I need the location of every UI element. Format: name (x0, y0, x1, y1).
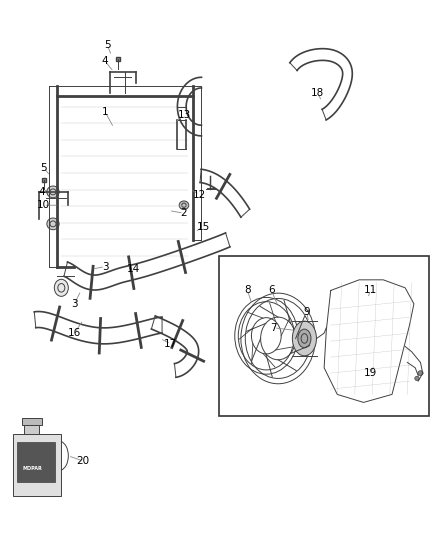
Text: 3: 3 (102, 262, 109, 271)
Text: 1: 1 (102, 107, 109, 117)
Ellipse shape (54, 279, 68, 296)
Text: 5: 5 (104, 41, 111, 50)
Text: 18: 18 (311, 88, 324, 98)
Bar (13, 434, 61, 496)
Text: 5: 5 (40, 163, 47, 173)
Text: MOPAR: MOPAR (23, 466, 43, 471)
Text: 13: 13 (177, 110, 191, 119)
Text: 12: 12 (193, 190, 206, 199)
Text: 19: 19 (364, 368, 377, 378)
Bar (24, 425, 39, 434)
Text: 6: 6 (268, 286, 275, 295)
Text: 3: 3 (71, 299, 78, 309)
Text: 8: 8 (244, 286, 251, 295)
Ellipse shape (298, 329, 311, 348)
Text: 14: 14 (127, 264, 140, 274)
Ellipse shape (415, 376, 419, 381)
Text: 17: 17 (164, 339, 177, 349)
Text: 20: 20 (77, 456, 90, 466)
Ellipse shape (292, 321, 316, 356)
Text: 15: 15 (197, 222, 210, 231)
Text: 11: 11 (364, 286, 377, 295)
Text: 10: 10 (37, 200, 50, 210)
Text: 7: 7 (270, 323, 277, 333)
Ellipse shape (179, 201, 189, 209)
Ellipse shape (47, 218, 59, 230)
Ellipse shape (47, 186, 59, 198)
Text: 9: 9 (303, 307, 310, 317)
Text: 16: 16 (68, 328, 81, 338)
Bar (17, 442, 55, 482)
Text: 4: 4 (38, 187, 45, 197)
Text: 4: 4 (102, 56, 109, 66)
Bar (22, 418, 42, 425)
Bar (219, 256, 429, 416)
Text: 2: 2 (180, 208, 187, 218)
Ellipse shape (418, 371, 423, 375)
